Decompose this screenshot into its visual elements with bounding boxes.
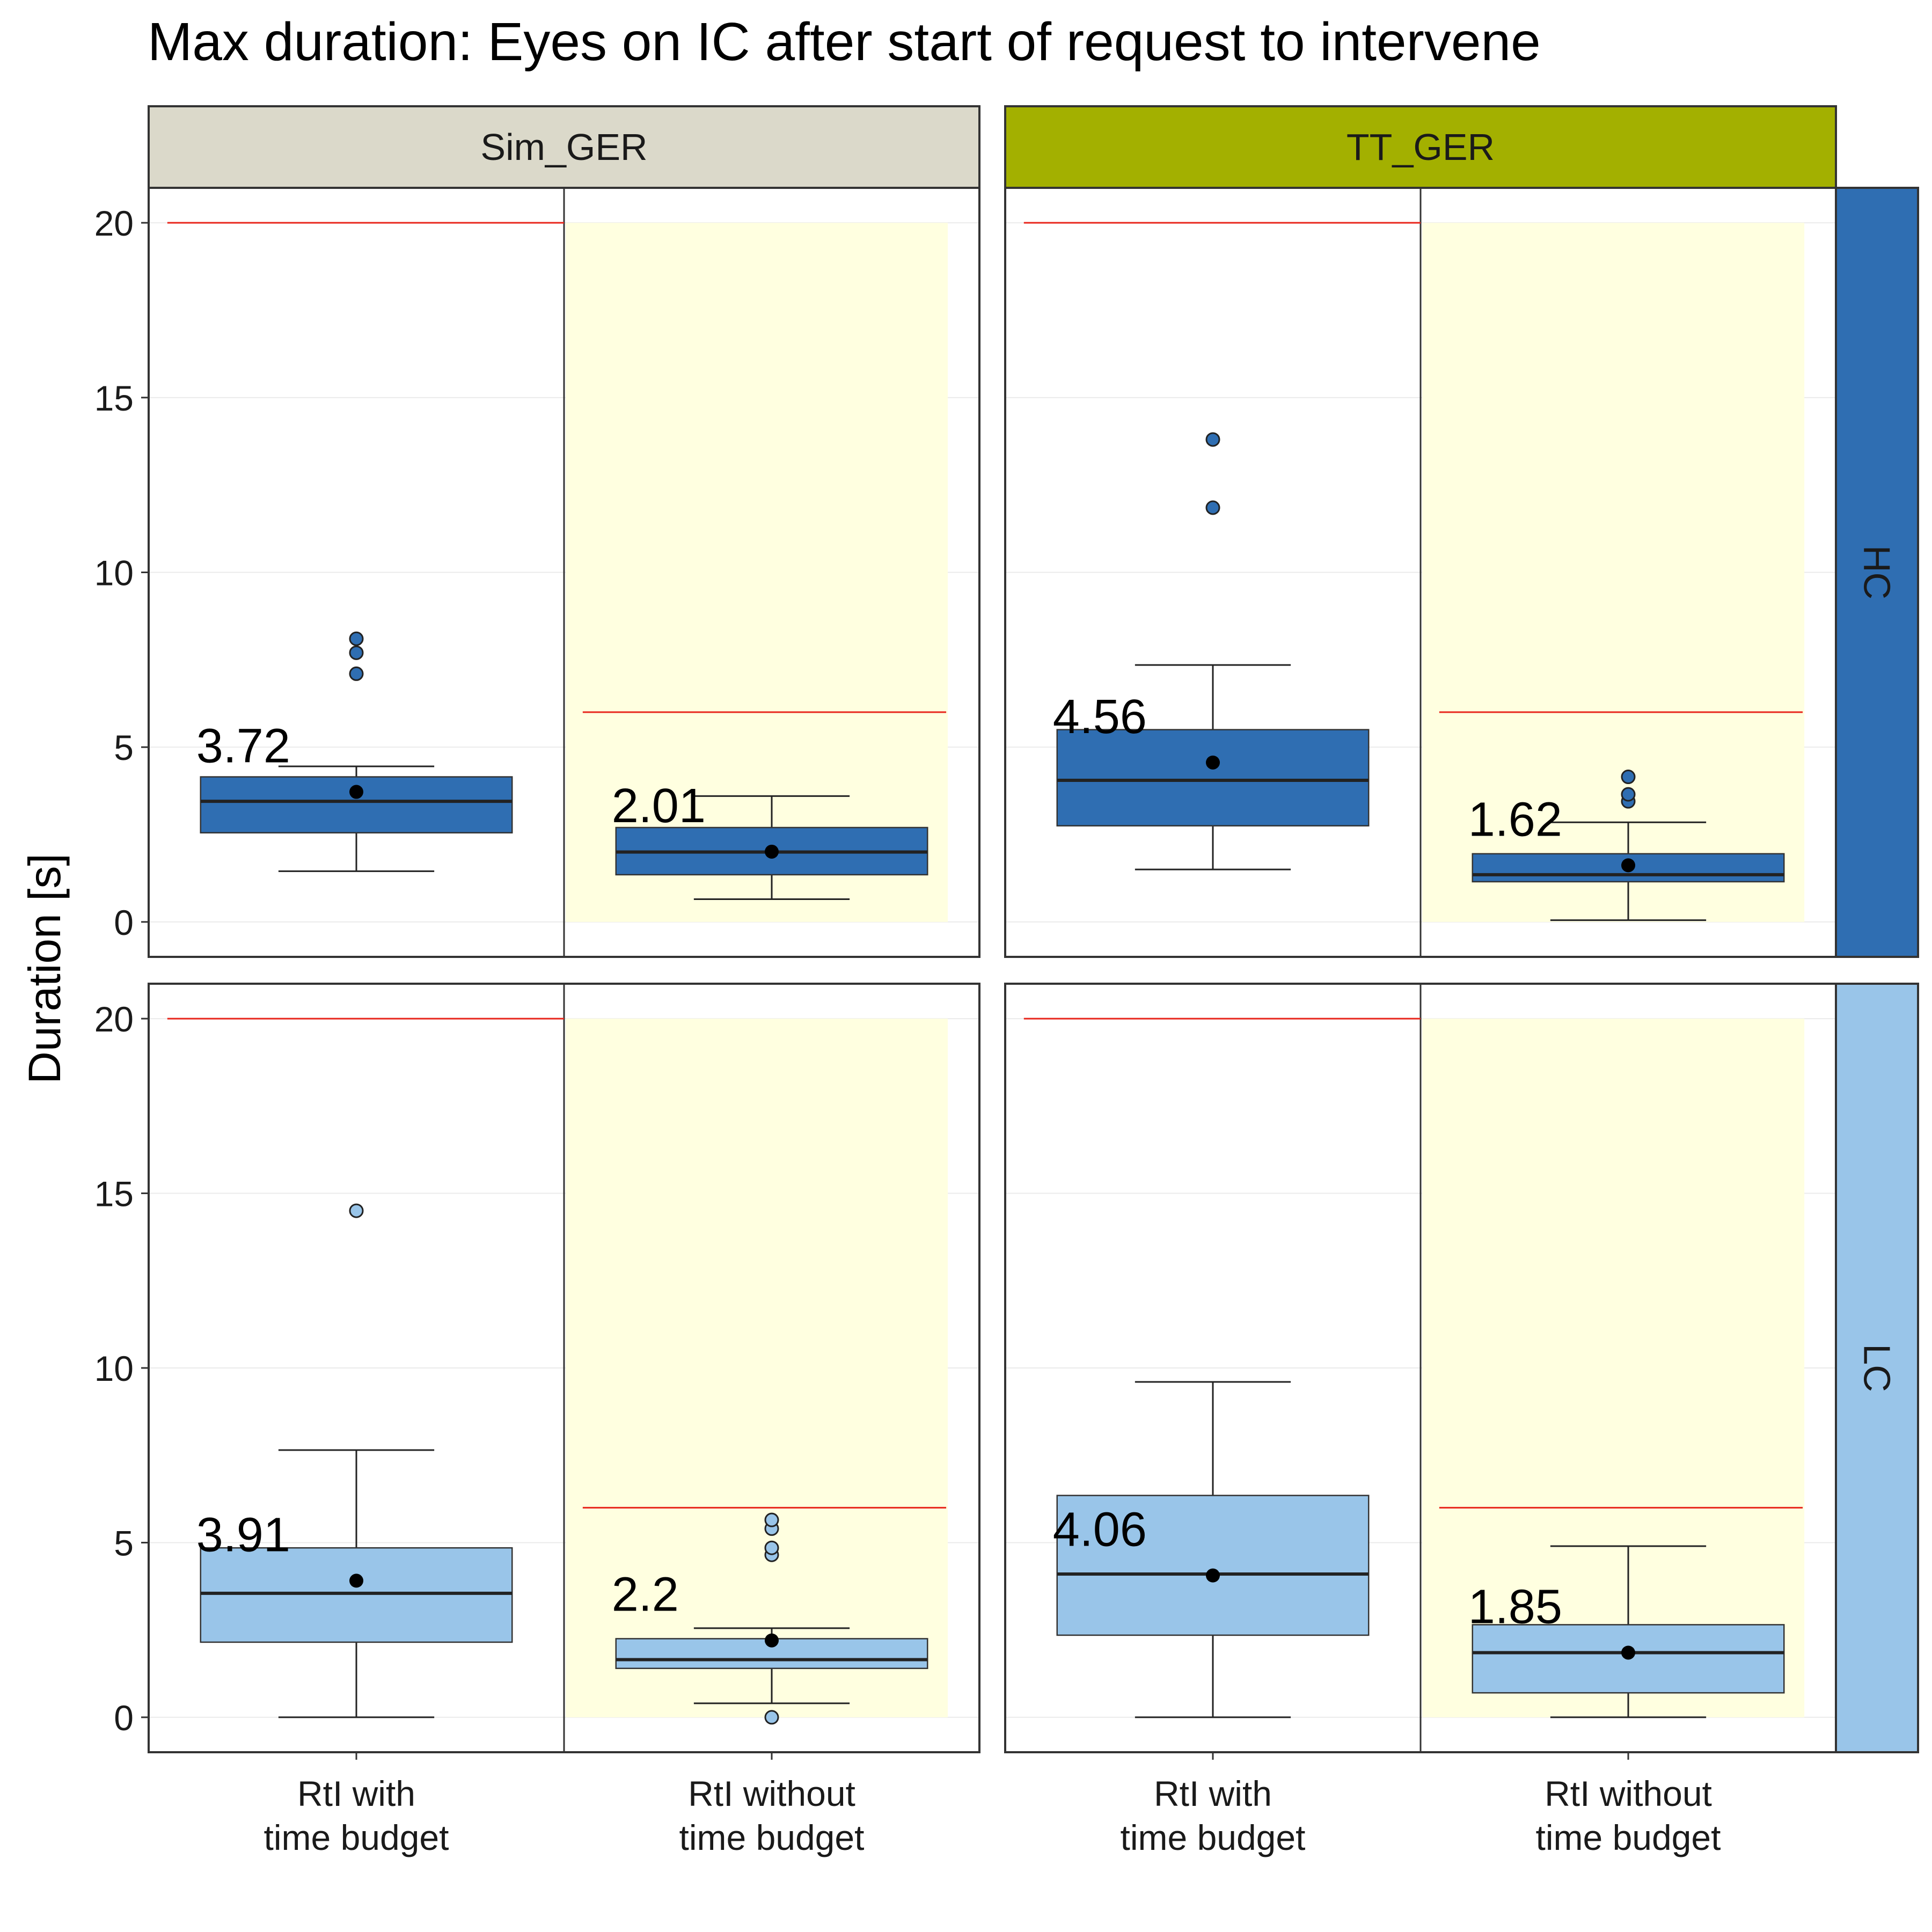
column-strip-label: TT_GER	[1346, 126, 1495, 168]
x-tick-label-line: time budget	[1536, 1818, 1721, 1857]
mean-value-label: 3.72	[196, 720, 290, 773]
x-tick-label-line: RtI without	[688, 1774, 855, 1813]
boxplot-with-time-budget: 4.56	[1053, 432, 1370, 870]
y-tick-label: 5	[114, 728, 134, 767]
mean-point	[1621, 858, 1635, 873]
y-tick-label: 15	[94, 378, 134, 418]
box-iqr	[1056, 729, 1370, 826]
outlier-point	[349, 666, 364, 681]
x-tick-label-line: time budget	[679, 1818, 865, 1857]
mean-value-label: 4.56	[1053, 690, 1147, 744]
y-tick-label: 10	[94, 1349, 134, 1388]
mean-value-label: 2.2	[612, 1568, 679, 1622]
x-tick-label: RtI with time budget	[264, 1774, 449, 1857]
x-tick-label: RtI without time budget	[679, 1774, 865, 1857]
chart-title: Max duration: Eyes on IC after start of …	[148, 12, 1541, 72]
row-strip-lc	[1835, 983, 1919, 1753]
mean-point	[765, 1633, 779, 1648]
mean-point	[765, 844, 779, 859]
outlier-point	[1621, 787, 1636, 802]
mean-point	[1206, 755, 1220, 770]
y-tick-label: 20	[94, 203, 134, 243]
x-tick-label-line: RtI without	[1545, 1774, 1712, 1813]
mean-value-label: 2.01	[612, 779, 706, 833]
y-tick-label: 15	[94, 1174, 134, 1214]
x-tick-label-line: RtI with	[297, 1774, 415, 1813]
mean-value-label: 4.06	[1053, 1503, 1147, 1557]
column-strip-sim-ger	[148, 105, 980, 189]
panel-border	[148, 983, 980, 1753]
row-strip-label: LC	[1856, 1344, 1898, 1392]
shaded-region	[566, 223, 948, 922]
panel-tt-ger-hc: 4.56 1.62	[1004, 187, 1837, 958]
mean-value-label: 3.91	[196, 1508, 290, 1562]
y-axis-label: Duration [s]	[19, 853, 70, 1084]
boxplot-without-time-budget: 1.85	[1468, 1545, 1785, 1718]
row-strip-hc	[1835, 187, 1919, 958]
x-tick-label-line: RtI with	[1154, 1774, 1272, 1813]
box-iqr	[1056, 1495, 1370, 1636]
shaded-region	[1422, 223, 1805, 922]
x-tick-label: RtI with time budget	[1121, 1774, 1306, 1857]
column-strip-tt-ger	[1004, 105, 1837, 189]
shaded-region	[566, 1019, 948, 1717]
y-tick-label: 5	[114, 1523, 134, 1563]
panel-sim-ger-hc: 3.72 2.01 0 5 10 15 20	[94, 187, 980, 958]
shaded-region	[1422, 1019, 1805, 1717]
boxplot-with-time-budget: 4.06	[1053, 1381, 1370, 1718]
mean-point	[349, 785, 363, 799]
outlier-point	[764, 1540, 779, 1555]
mean-point	[349, 1574, 363, 1588]
outlier-point	[764, 1710, 779, 1725]
boxplot-with-time-budget: 3.91	[196, 1203, 513, 1718]
y-tick-label: 10	[94, 553, 134, 593]
boxplot-with-time-budget: 3.72	[196, 631, 513, 872]
mean-value-label: 1.85	[1468, 1580, 1562, 1634]
x-tick-label: RtI without time budget	[1536, 1774, 1721, 1857]
outlier-point	[349, 645, 364, 660]
outlier-point	[1205, 432, 1220, 447]
y-tick-label: 0	[114, 1698, 134, 1738]
boxplot-without-time-budget: 2.2	[612, 1512, 928, 1725]
facet-panels: 3.72 2.01 0 5 10 15 20 4.56 1.62 3.91 2.2 0 5 10 15 20 R…	[94, 105, 1919, 1857]
column-strip-label: Sim_GER	[480, 126, 647, 168]
outlier-point	[1621, 770, 1636, 785]
mean-point	[1206, 1568, 1220, 1583]
boxplot-without-time-budget: 2.01	[612, 779, 928, 901]
x-tick-label-line: time budget	[264, 1818, 449, 1857]
box-iqr	[200, 1547, 513, 1643]
outlier-point	[349, 1203, 364, 1218]
y-tick-label: 0	[114, 903, 134, 942]
outlier-point	[1205, 500, 1220, 515]
boxplot-without-time-budget: 1.62	[1468, 770, 1785, 921]
row-strip-label: HC	[1856, 545, 1898, 599]
panel-tt-ger-lc: 4.06 1.85 RtI with time budget RtI without ti…	[1004, 983, 1837, 1857]
mean-value-label: 1.62	[1468, 793, 1562, 846]
x-tick-label-line: time budget	[1121, 1818, 1306, 1857]
mean-point	[1621, 1645, 1635, 1660]
outlier-point	[764, 1512, 779, 1527]
outlier-point	[349, 631, 364, 646]
y-tick-label: 20	[94, 999, 134, 1039]
